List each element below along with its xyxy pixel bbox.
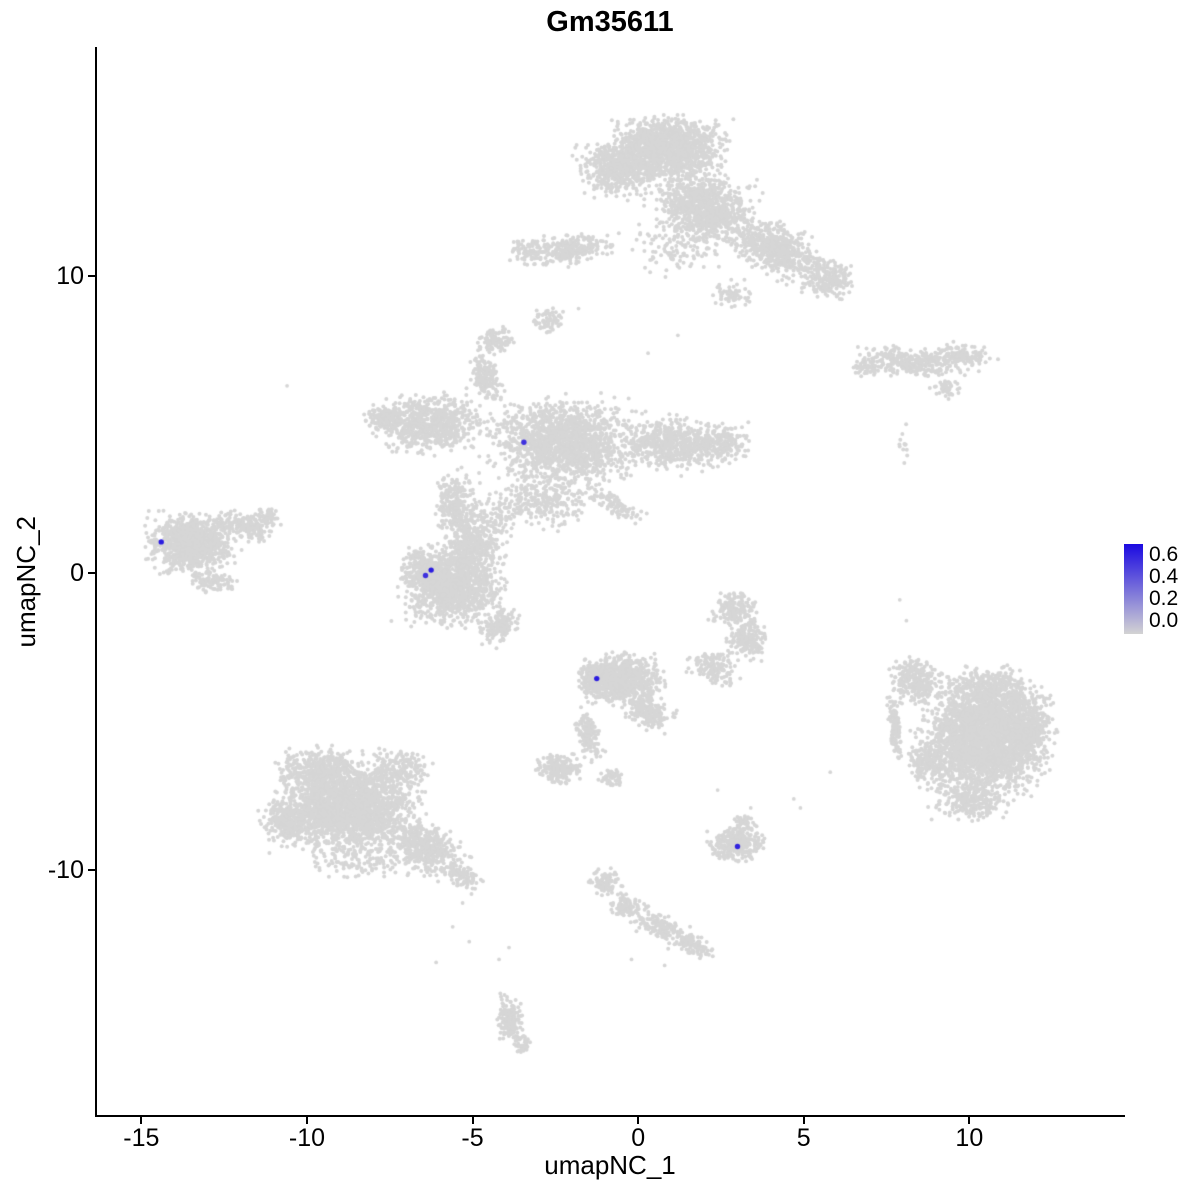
- x-tick-mark: [968, 1117, 971, 1124]
- x-tick-label: -5: [461, 1124, 484, 1152]
- x-tick-mark: [471, 1117, 474, 1124]
- x-tick-mark: [637, 1117, 640, 1124]
- y-tick-mark: [88, 869, 95, 872]
- color-legend: 0.6 0.4 0.2 0.0: [1124, 544, 1200, 636]
- x-tick-label: 5: [796, 1124, 811, 1152]
- x-tick-label: 0: [631, 1124, 646, 1152]
- x-tick-mark: [140, 1117, 143, 1124]
- legend-tick-label: 0.4: [1149, 565, 1179, 588]
- legend-gradient-bar: [1124, 544, 1143, 634]
- legend-tick-label: 0.0: [1149, 609, 1179, 632]
- legend-tick-label: 0.6: [1149, 543, 1179, 566]
- x-tick-mark: [305, 1117, 308, 1124]
- plot-title: Gm35611: [546, 6, 674, 38]
- x-axis-label: umapNC_1: [544, 1150, 676, 1180]
- y-tick-mark: [88, 572, 95, 575]
- x-tick-mark: [802, 1117, 805, 1124]
- y-tick-mark: [88, 274, 95, 277]
- x-tick-label: -10: [288, 1124, 326, 1152]
- legend-tick-label: 0.2: [1149, 587, 1179, 610]
- x-tick-label: 10: [955, 1124, 984, 1152]
- y-tick-label: 0: [70, 559, 84, 588]
- y-tick-label: 10: [56, 261, 84, 290]
- y-tick-label: -10: [47, 856, 84, 885]
- x-tick-label: -15: [123, 1124, 160, 1152]
